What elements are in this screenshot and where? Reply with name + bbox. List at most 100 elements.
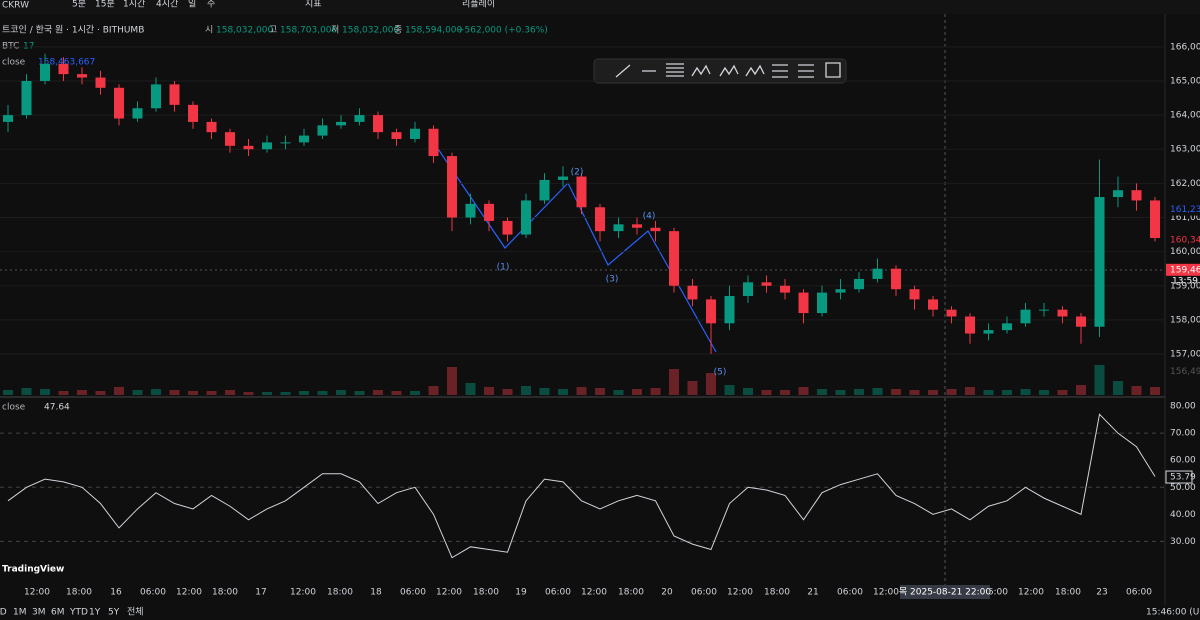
candle-body	[983, 330, 994, 334]
rsi-label: close	[2, 403, 26, 413]
candle-body	[484, 203, 494, 221]
candle-body	[262, 142, 272, 150]
candle-body	[1002, 323, 1012, 331]
volume-bar	[798, 387, 809, 395]
crosshair-tag	[900, 585, 990, 599]
range-button[interactable]: 6M	[51, 608, 65, 618]
range-button[interactable]: 1Y	[89, 608, 101, 618]
interval-button[interactable]: 일	[188, 0, 196, 10]
volume-bar	[965, 387, 975, 395]
range-button[interactable]: YTD	[69, 608, 88, 618]
volume-bar	[484, 387, 494, 395]
volume-bar	[706, 373, 716, 395]
x-tick-label: 12:00	[873, 588, 899, 598]
rsi-tick-label: 80.00	[1170, 402, 1196, 412]
price-tag	[1166, 263, 1200, 276]
y-tick-label: 163,000	[1170, 145, 1200, 155]
price-tag	[1166, 203, 1200, 216]
candle-body	[21, 80, 32, 116]
x-tick-label: 16	[110, 588, 122, 598]
x-tick-label: 06:00	[140, 588, 166, 598]
x-tick-label: 18:00	[618, 588, 644, 598]
volume-bar	[724, 385, 735, 395]
interval-button[interactable]: 1시간	[123, 0, 145, 10]
candle-body	[336, 121, 346, 126]
candle-body	[1131, 190, 1142, 201]
volume-bar	[262, 392, 272, 395]
symbol-name: 트코인 / 한국 원 · 1시간 · BITHUMB	[2, 25, 144, 36]
rsi-tick-label: 40.00	[1170, 510, 1196, 520]
volume-bar	[595, 388, 605, 395]
indicators-button[interactable]: 지표	[305, 0, 322, 10]
candle-body	[280, 142, 291, 144]
symbol[interactable]: CKRW	[2, 1, 29, 11]
candle-body	[243, 145, 254, 150]
price-tag-label: 156,494	[1170, 367, 1200, 377]
candle-body	[317, 125, 328, 136]
interval-button[interactable]: 4시간	[156, 0, 178, 10]
rsi-line	[7, 413, 1156, 559]
range-button[interactable]: 1D	[0, 608, 7, 618]
volume-bar	[1094, 365, 1105, 395]
candle-body	[225, 132, 235, 146]
price-tag-label: 160,347	[1170, 235, 1200, 245]
volume-bar	[1131, 386, 1142, 395]
candle-body	[965, 316, 975, 334]
y-tick-label: 162,000	[1170, 179, 1200, 189]
x-tick-label: 23	[1096, 588, 1107, 598]
volume-bar	[225, 390, 235, 395]
interval-button[interactable]: 15분	[95, 0, 115, 10]
candle-body	[632, 224, 642, 228]
candle-body	[1113, 190, 1123, 198]
ma-label: close	[2, 58, 26, 68]
wave-label: (2)	[571, 168, 584, 178]
x-tick-label: 06:00	[545, 588, 571, 598]
range-button[interactable]: 1M	[13, 608, 27, 618]
volume-bar	[613, 390, 624, 395]
candle-body	[447, 156, 457, 218]
volume-bar	[780, 390, 790, 395]
candle-body	[1020, 309, 1031, 324]
interval-button[interactable]: 5분	[72, 0, 86, 10]
candle-body	[835, 289, 846, 293]
range-button[interactable]: 5Y	[108, 608, 120, 618]
volume-bar	[1039, 390, 1049, 395]
drawing-toolbar[interactable]	[593, 58, 847, 84]
x-tick-label: 20	[661, 588, 673, 598]
volume-bar	[521, 386, 531, 395]
volume-bar	[1020, 389, 1031, 395]
x-tick-label: 06:00	[691, 588, 717, 598]
volume-bar	[761, 390, 772, 395]
candle-body	[1150, 200, 1160, 238]
candle-body	[132, 108, 143, 119]
candle-body	[595, 207, 605, 232]
wave-label: (3)	[606, 275, 619, 285]
range-button[interactable]: 3M	[32, 608, 46, 618]
replay-button[interactable]: 리플레이	[462, 0, 495, 10]
volume-bar	[151, 389, 161, 395]
x-tick-label: 17	[255, 588, 266, 598]
volume-bar	[669, 369, 679, 395]
volume-bar	[539, 388, 550, 395]
volume-bar	[21, 388, 32, 395]
low-label: 저	[331, 25, 339, 36]
x-tick-label: 18:00	[212, 588, 238, 598]
volume-bar	[817, 389, 827, 395]
open-label: 시	[205, 25, 213, 36]
volume-bar	[336, 390, 346, 395]
drawing-tool-icons[interactable]	[615, 62, 841, 78]
wave-label: (4)	[643, 212, 656, 222]
candle-body	[1039, 309, 1049, 311]
candle-body	[77, 74, 87, 78]
candle-body	[687, 285, 698, 300]
range-button[interactable]: 전체	[127, 607, 144, 618]
volume-bar	[299, 391, 309, 395]
volume-bar	[650, 388, 661, 395]
x-tick-label: 12:00	[727, 588, 753, 598]
candle-body	[1057, 309, 1068, 317]
x-tick-label: 12:00	[1018, 588, 1044, 598]
candle-body	[558, 176, 568, 180]
candle-body	[391, 132, 402, 139]
interval-button[interactable]: 수	[207, 0, 215, 10]
